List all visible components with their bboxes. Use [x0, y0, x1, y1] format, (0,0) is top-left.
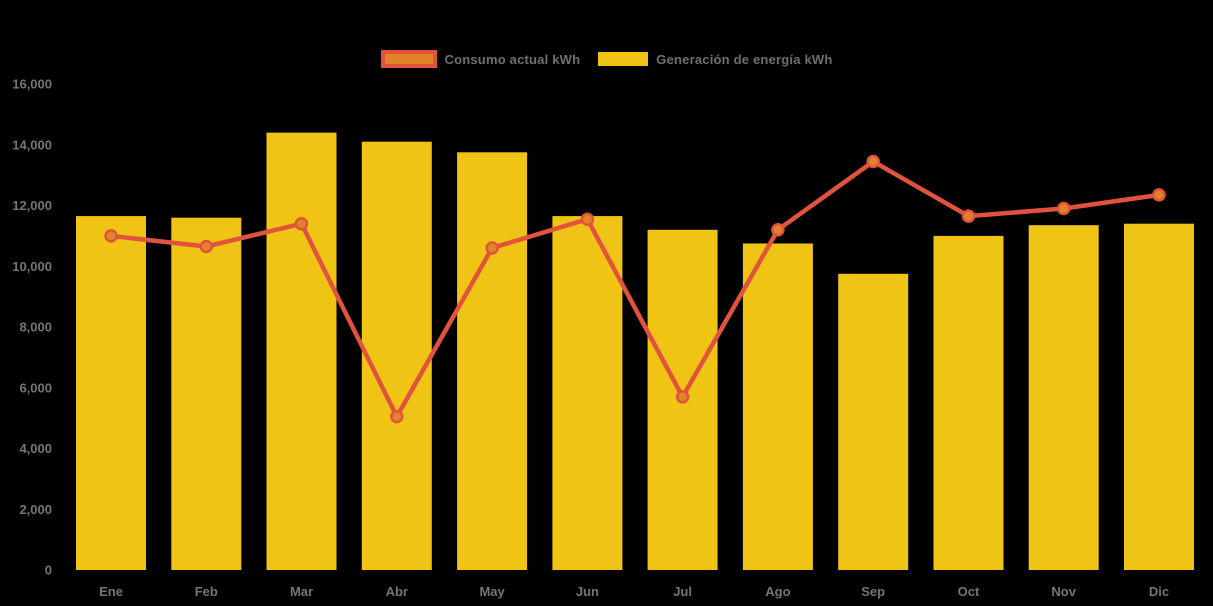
line-point-ago[interactable] — [771, 223, 785, 237]
legend-label-generacion: Generación de energía kWh — [656, 51, 833, 67]
bar-feb[interactable] — [171, 217, 242, 570]
line-point-ene[interactable] — [104, 229, 118, 243]
y-axis-label: 14,000 — [12, 137, 52, 152]
x-axis-label-jul: Jul — [673, 584, 692, 599]
x-axis-label-feb: Feb — [195, 584, 218, 599]
line-point-nov[interactable] — [1056, 201, 1071, 216]
x-axis-label-dic: Dic — [1149, 584, 1169, 599]
legend-item-consumo[interactable]: Consumo actual kWh — [380, 50, 581, 68]
line-point-abr[interactable] — [390, 409, 404, 424]
y-axis-label: 16,000 — [12, 77, 52, 92]
bar-dic[interactable] — [1124, 223, 1194, 570]
y-axis-label: 0 — [45, 563, 52, 578]
line-point-oct[interactable] — [961, 209, 976, 223]
bar-sep[interactable] — [838, 273, 909, 570]
y-axis-label: 6,000 — [19, 380, 52, 395]
bar-ago[interactable] — [742, 243, 813, 571]
bar-oct[interactable] — [933, 235, 1004, 570]
consumo-line — [108, 159, 1162, 419]
bar-abr[interactable] — [361, 141, 432, 570]
y-axis-label: 4,000 — [19, 441, 52, 456]
x-axis-label-nov: Nov — [1051, 584, 1076, 599]
line-point-jun[interactable] — [580, 212, 595, 226]
bar-ene[interactable] — [76, 216, 146, 570]
x-axis-label-may: May — [479, 584, 505, 599]
y-axis-label: 8,000 — [19, 320, 52, 335]
legend-swatch-generacion-bar — [598, 52, 649, 66]
y-axis-label: 2,000 — [19, 502, 52, 517]
bar-jun[interactable] — [552, 216, 623, 570]
bar-nov[interactable] — [1028, 225, 1099, 570]
line-point-may[interactable] — [485, 241, 499, 255]
line-point-jul[interactable] — [675, 390, 690, 404]
x-axis-label-abr: Abr — [386, 584, 408, 599]
legend-label-consumo: Consumo actual kWh — [444, 51, 581, 67]
line-point-mar[interactable] — [294, 216, 309, 231]
x-axis-label-oct: Oct — [958, 584, 980, 599]
bar-may[interactable] — [457, 152, 528, 571]
y-axis-label: 12,000 — [12, 198, 52, 213]
x-axis-label-ago: Ago — [765, 584, 790, 599]
chart-legend: Consumo actual kWh Generación de energía… — [0, 50, 1213, 68]
x-axis-label-sep: Sep — [861, 584, 885, 599]
y-axis-label: 10,000 — [12, 259, 52, 274]
x-axis-label-mar: Mar — [290, 584, 313, 599]
line-point-feb[interactable] — [199, 239, 214, 254]
x-axis-label-ene: Ene — [99, 584, 123, 599]
legend-item-generacion[interactable]: Generación de energía kWh — [598, 52, 832, 67]
line-point-sep[interactable] — [866, 154, 880, 169]
legend-swatch-consumo-line — [380, 50, 437, 68]
bar-mar[interactable] — [266, 132, 337, 570]
x-axis-label-jun: Jun — [576, 584, 599, 599]
line-point-dic[interactable] — [1152, 188, 1166, 202]
